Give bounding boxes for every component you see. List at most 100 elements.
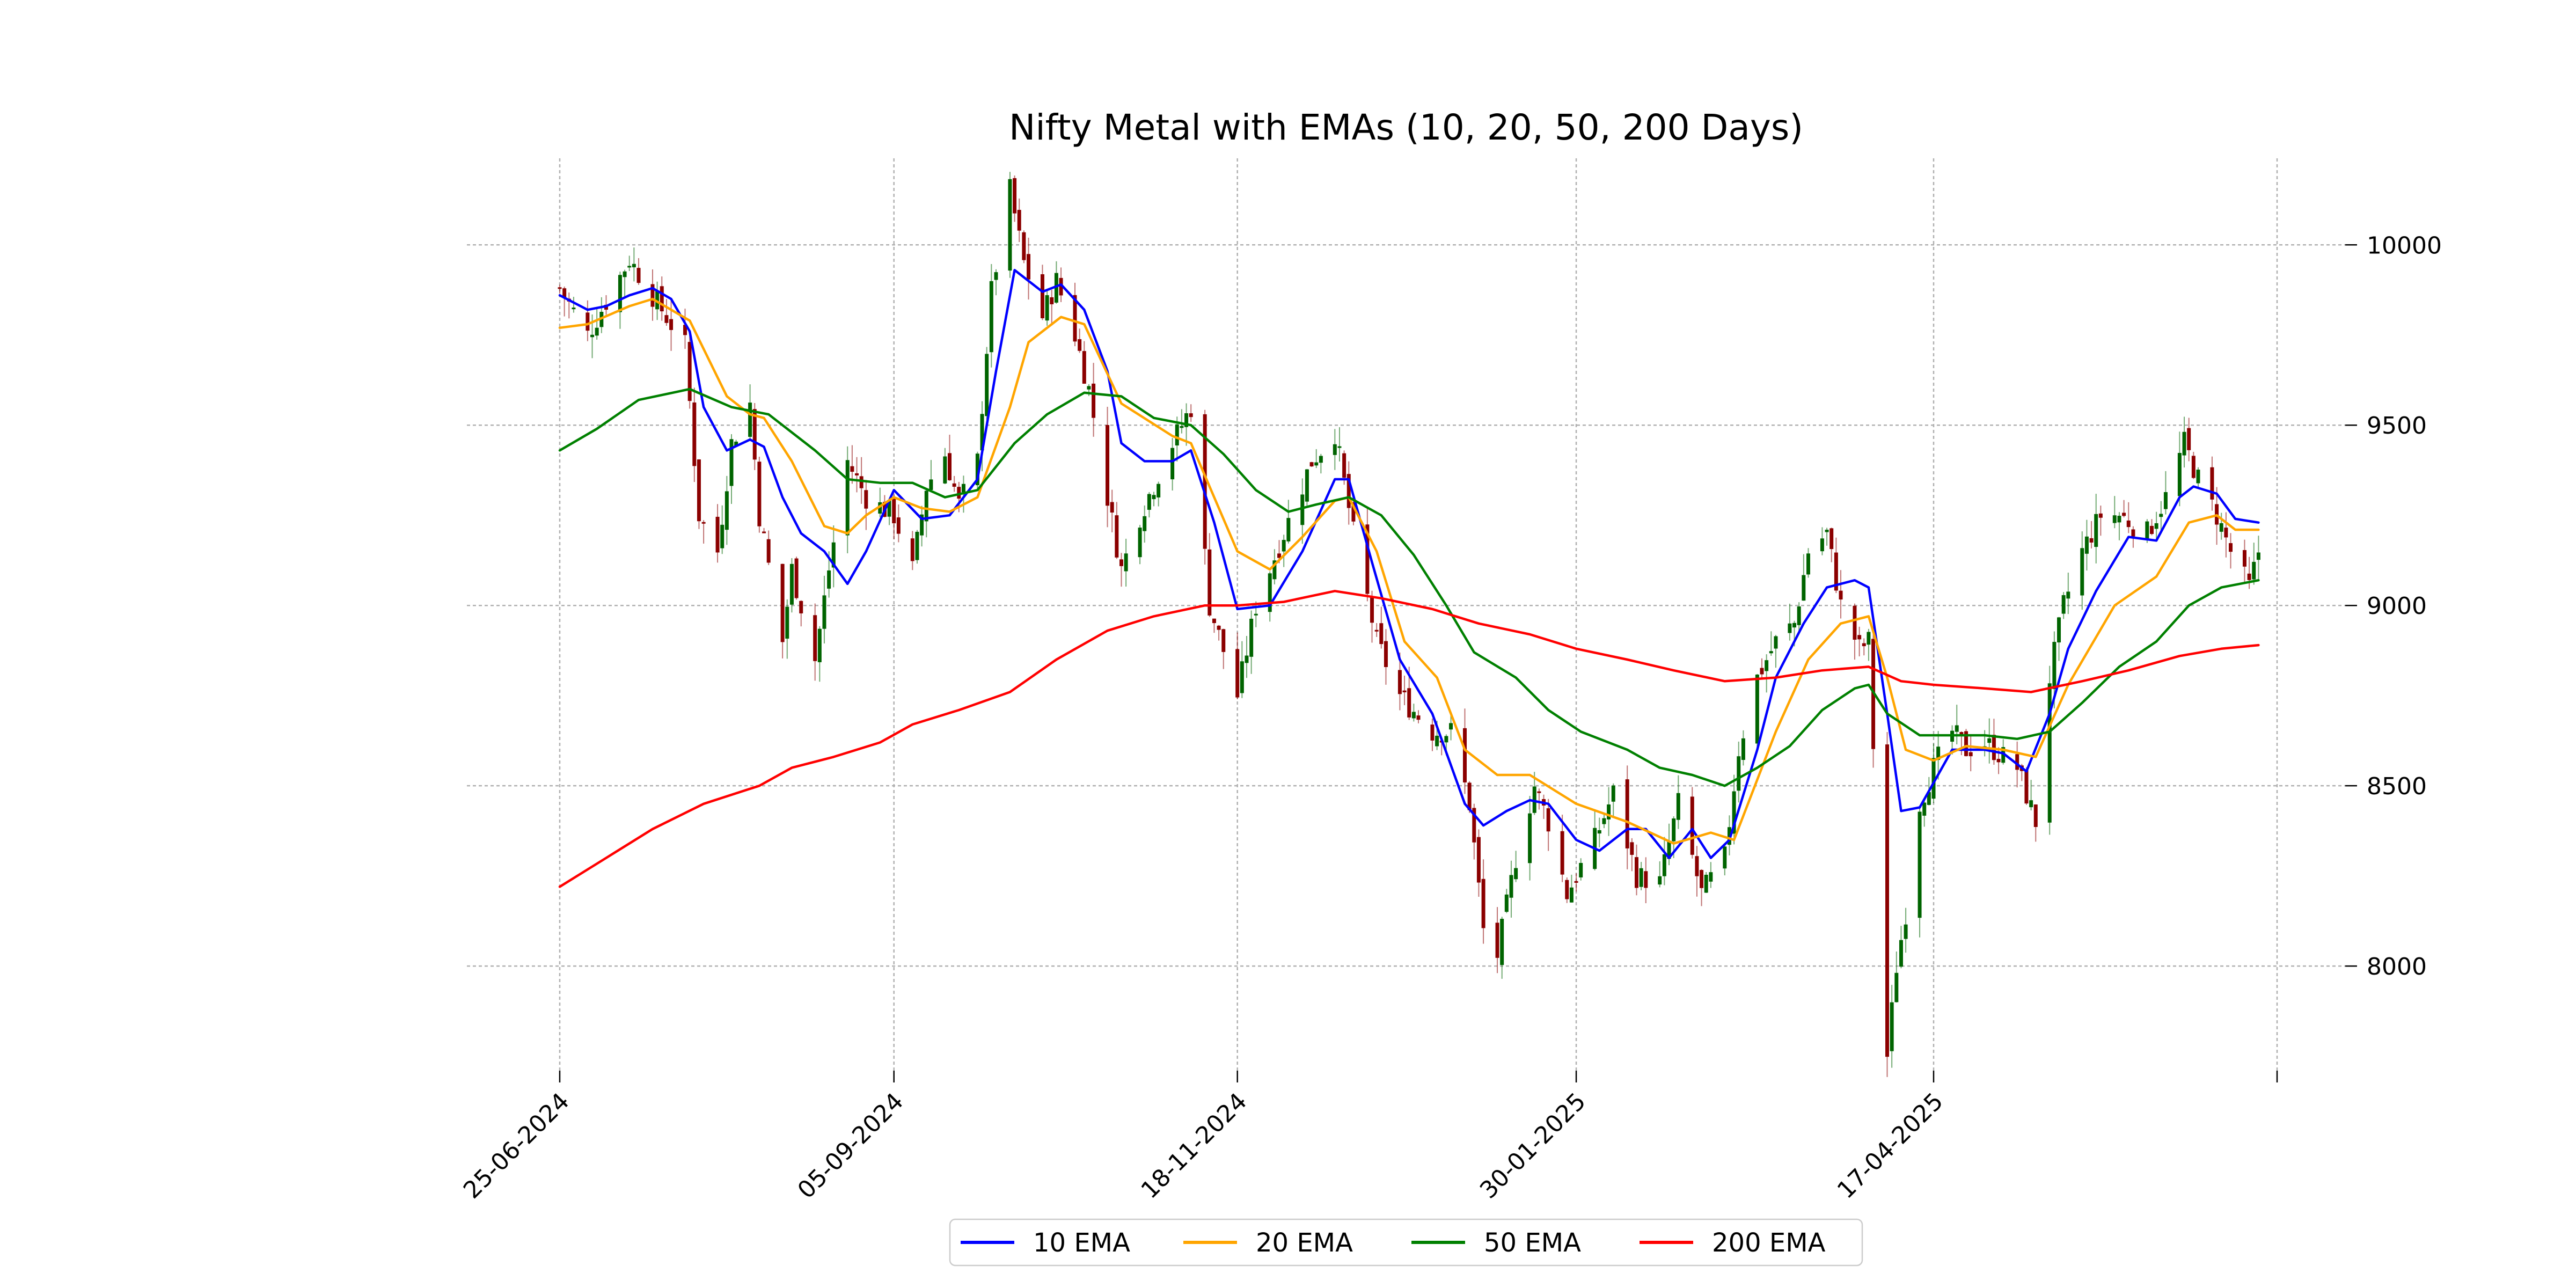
candle-up <box>2094 514 2098 547</box>
candle-up <box>1918 811 1922 918</box>
candle-down <box>636 268 641 283</box>
candle-up <box>980 414 984 451</box>
candle-down <box>2191 456 2196 478</box>
candle-up <box>994 272 998 280</box>
candle-up <box>985 354 989 416</box>
candle-up <box>748 402 752 437</box>
candle-up <box>822 595 826 629</box>
candle-up <box>1286 518 1291 541</box>
candle-up <box>729 439 734 486</box>
candle-up <box>734 441 738 446</box>
candle-up <box>1254 613 1258 616</box>
candle-up <box>2256 552 2260 560</box>
candle-up <box>2117 516 2121 523</box>
legend-label: 20 EMA <box>1256 1228 1353 1258</box>
legend-label: 10 EMA <box>1033 1228 1130 1258</box>
candle-down <box>1829 528 1834 550</box>
candle-up <box>1658 876 1662 885</box>
ema-line-20 <box>558 297 2260 845</box>
candle-down <box>766 539 771 563</box>
candle-down <box>799 601 803 613</box>
y-tick-label: 8500 <box>2367 773 2427 800</box>
candle-down <box>1857 635 1862 640</box>
candle-up <box>618 275 622 312</box>
candle-up <box>1314 462 1319 466</box>
candle-up <box>2145 521 2149 540</box>
candle-down <box>1374 630 1379 632</box>
candle-up <box>2057 617 2061 643</box>
candle-up <box>1268 573 1272 612</box>
candle-down <box>1384 641 1388 667</box>
candle-up <box>1147 494 1151 510</box>
candle-down <box>1462 728 1467 782</box>
candle-up <box>2182 431 2186 456</box>
candle-up <box>2047 683 2052 823</box>
candle-up <box>920 514 924 536</box>
candle-up <box>572 308 576 310</box>
x-tick-label: 25-06-2024 <box>458 1088 575 1204</box>
candle-down <box>2224 528 2228 538</box>
candle-up <box>632 264 636 268</box>
ema-lines <box>558 269 2260 888</box>
candle-down <box>1050 297 1054 304</box>
candle-down <box>1106 425 1110 506</box>
candle-up <box>1987 738 1992 743</box>
candle-down <box>1430 724 1435 741</box>
candle-up <box>1180 426 1184 428</box>
candle-down <box>855 473 859 475</box>
candle-up <box>1411 712 1416 719</box>
candle-down <box>1634 857 1638 888</box>
candle-up <box>724 491 729 530</box>
candle-up <box>1282 540 1286 552</box>
candle-up <box>2177 452 2182 496</box>
candle-down <box>794 558 799 598</box>
candle-down <box>1885 744 1890 1057</box>
candle-up <box>2112 515 2117 523</box>
candle-down <box>664 315 669 323</box>
candle-up <box>1611 785 1615 802</box>
candle-up <box>1769 651 1773 654</box>
candle-down <box>910 538 914 561</box>
candle-up <box>1435 735 1439 747</box>
candle-down <box>660 286 664 312</box>
candle-up <box>827 570 831 589</box>
candle-up <box>943 456 947 484</box>
candle-up <box>1774 636 1778 649</box>
legend-label: 50 EMA <box>1484 1228 1581 1258</box>
candle-down <box>2024 770 2029 804</box>
candle-up <box>1305 469 1309 502</box>
candle-down <box>2210 467 2214 500</box>
candle-down <box>1565 880 1569 899</box>
y-tick-label: 9000 <box>2367 592 2427 620</box>
candle-up <box>1504 894 1509 912</box>
candle-down <box>1959 732 1964 735</box>
candle-down <box>1839 590 1843 600</box>
candle-down <box>2015 754 2019 770</box>
candle-down <box>1476 837 1481 883</box>
candle-down <box>1402 690 1407 693</box>
candle-down <box>850 466 854 472</box>
candle-up <box>1008 179 1012 271</box>
y-tick-label: 9500 <box>2367 412 2427 440</box>
candle-down <box>650 284 655 307</box>
candle-up <box>1597 830 1601 834</box>
candle-down <box>957 487 961 499</box>
candle-up <box>1444 736 1448 743</box>
candle-down <box>1189 413 1193 418</box>
candle-down <box>947 453 952 480</box>
candle-up <box>1602 818 1606 824</box>
candle-up <box>1867 632 1871 645</box>
candle-down <box>1203 414 1207 549</box>
candle-up <box>2219 523 2223 532</box>
legend-box <box>949 1218 1863 1267</box>
candle-down <box>780 564 785 642</box>
legend-label: 200 EMA <box>1712 1228 1826 1258</box>
y-tick-label: 8000 <box>2367 953 2427 980</box>
candle-up <box>1825 530 1829 532</box>
candle-down <box>2033 804 2038 827</box>
candle-up <box>1319 456 1323 463</box>
candle-up <box>590 334 595 338</box>
candle-down <box>1027 254 1031 280</box>
candle-up <box>595 327 599 336</box>
candle-down <box>1560 831 1564 875</box>
